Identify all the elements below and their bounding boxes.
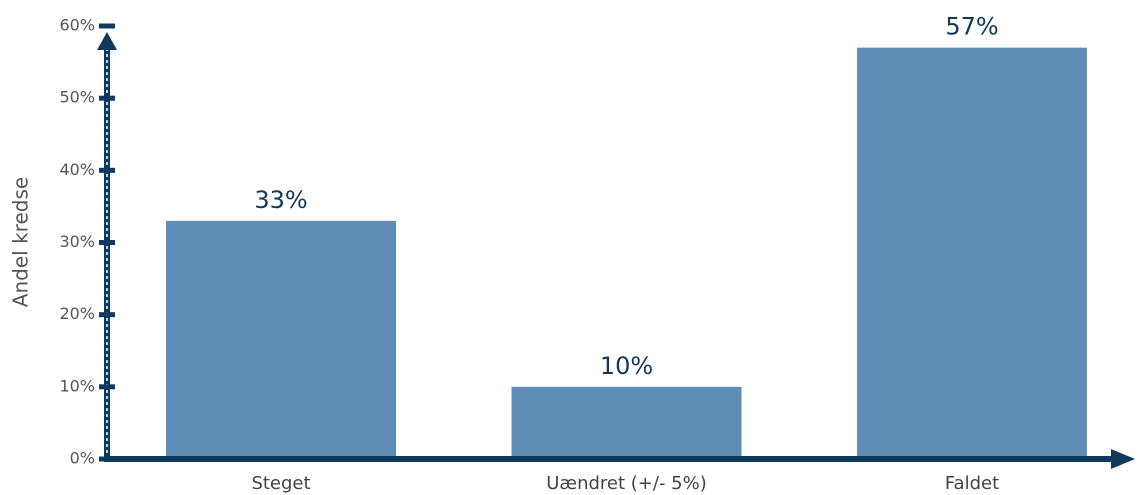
bar (511, 386, 742, 459)
bar (857, 47, 1087, 460)
x-tick-label: Steget (251, 473, 310, 494)
y-axis-label: Andel kredse (9, 177, 33, 307)
x-axis-arrow (1111, 449, 1135, 469)
bar (166, 220, 396, 459)
y-tick-label: 40% (59, 160, 95, 179)
y-tick-label: 50% (59, 88, 95, 107)
value-label: 57% (945, 13, 998, 41)
x-tick-label: Uændret (+/- 5%) (546, 473, 707, 494)
value-label: 10% (600, 352, 653, 380)
y-tick-label: 20% (59, 304, 95, 323)
y-tick-label: 10% (59, 376, 95, 395)
y-tick-label: 0% (70, 449, 95, 468)
value-label: 33% (254, 186, 307, 214)
y-tick-label: 60% (59, 16, 95, 35)
x-tick-label: Faldet (945, 473, 999, 494)
y-tick-label: 30% (59, 232, 95, 251)
y-axis-arrow (97, 32, 117, 50)
